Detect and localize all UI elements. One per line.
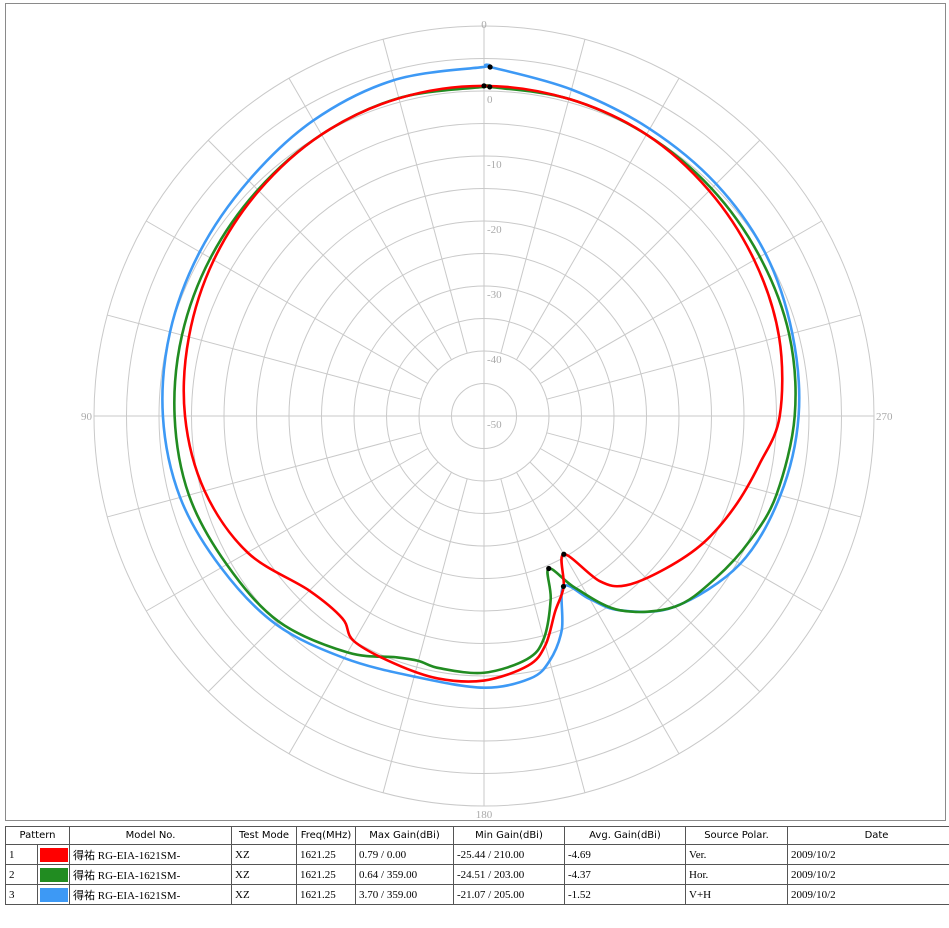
polar-radiation-chart: 0 -10 -20 -30 -40 -50 0 90 180 270 (81, 19, 893, 821)
freq-cell: 1621.25 (296, 884, 357, 905)
radial-tick-label: -50 (487, 419, 502, 431)
grid-spoke (107, 314, 422, 400)
angle-label: 0 (481, 19, 487, 31)
header-freq: Freq(MHz) (296, 826, 357, 845)
source-polar-cell: Ver. (685, 844, 789, 865)
legend-header-row: Pattern Model No. Test Mode Freq(MHz) Ma… (4, 826, 949, 845)
date-cell: 2009/10/2 (787, 884, 949, 905)
grid-spoke (207, 139, 439, 371)
max-marker-blue (487, 64, 493, 70)
pattern-number: 3 (5, 884, 38, 905)
series-line-green (173, 84, 797, 675)
grid-spoke (288, 472, 452, 754)
series-line-red (182, 84, 784, 683)
pattern-number: 1 (5, 844, 38, 865)
header-date: Date (787, 826, 949, 845)
max-marker-green (487, 84, 493, 90)
header-model: Model No. (69, 826, 233, 845)
polar-series (161, 63, 801, 690)
test-mode-cell: XZ (231, 864, 298, 885)
legend-row: 3 得祐 RG-EIA-1621SM- XZ 1621.25 3.70 / 35… (5, 884, 949, 905)
pattern-swatch-cell (36, 884, 71, 905)
pattern-number: 2 (5, 864, 38, 885)
grid-spoke (546, 432, 861, 518)
pattern-swatch-cell (36, 844, 71, 865)
color-swatch (40, 867, 68, 882)
avg-gain-cell: -4.37 (564, 864, 687, 885)
radial-tick-label: 0 (487, 94, 493, 106)
radial-tick-label: -40 (487, 354, 502, 366)
polar-labels: 0 -10 -20 -30 -40 -50 0 90 180 270 (81, 19, 893, 821)
max-gain-cell: 3.70 / 359.00 (355, 884, 455, 905)
avg-gain-cell: -4.69 (564, 844, 687, 865)
source-polar-cell: Hor. (685, 864, 789, 885)
grid-spoke (500, 39, 586, 354)
max-marker-red (481, 83, 487, 89)
header-pattern: Pattern (4, 826, 71, 845)
color-swatch (40, 847, 68, 862)
model-cell: 得祐 RG-EIA-1621SM- (69, 844, 233, 865)
grid-spoke (382, 478, 468, 793)
max-gain-cell: 0.79 / 0.00 (355, 844, 455, 865)
grid-spoke (529, 139, 761, 371)
grid-spoke (540, 448, 822, 612)
model-cell: 得祐 RG-EIA-1621SM- (69, 884, 233, 905)
grid-spoke (288, 78, 452, 360)
date-cell: 2009/10/2 (787, 844, 949, 865)
min-gain-cell: -24.51 / 203.00 (453, 864, 566, 885)
header-source-polar: Source Polar. (685, 826, 789, 845)
freq-cell: 1621.25 (296, 844, 357, 865)
date-cell: 2009/10/2 (787, 864, 949, 885)
min-gain-cell: -21.07 / 205.00 (453, 884, 566, 905)
min-marker-green (546, 565, 552, 572)
freq-cell: 1621.25 (296, 864, 357, 885)
color-swatch (40, 887, 68, 902)
avg-gain-cell: -1.52 (564, 884, 687, 905)
grid-spoke (546, 314, 861, 400)
max-gain-cell: 0.64 / 359.00 (355, 864, 455, 885)
grid-spoke (529, 461, 761, 693)
min-marker-blue (560, 583, 567, 590)
grid-spoke (207, 461, 439, 693)
legend-row: 1 得祐 RG-EIA-1621SM- XZ 1621.25 0.79 / 0.… (5, 844, 949, 865)
radial-tick-label: -30 (487, 289, 502, 301)
header-avg-gain: Avg. Gain(dBi) (564, 826, 687, 845)
angle-label: 270 (876, 411, 893, 423)
test-mode-cell: XZ (231, 884, 298, 905)
angle-label: 90 (81, 411, 93, 423)
min-marker-red (561, 551, 567, 557)
grid-spoke (516, 78, 680, 360)
polar-markers (481, 64, 567, 590)
grid-spoke (540, 220, 822, 384)
grid-spoke (382, 39, 468, 354)
grid-spoke (107, 432, 422, 518)
header-min-gain: Min Gain(dBi) (453, 826, 566, 845)
polar-grid (93, 25, 875, 807)
grid-spoke (146, 220, 428, 384)
radial-tick-label: -20 (487, 224, 502, 236)
header-max-gain: Max Gain(dBi) (355, 826, 455, 845)
series-line-blue (161, 63, 801, 690)
test-mode-cell: XZ (231, 844, 298, 865)
legend-table: Pattern Model No. Test Mode Freq(MHz) Ma… (4, 826, 949, 905)
angle-label: 180 (476, 809, 493, 821)
pattern-swatch-cell (36, 864, 71, 885)
radial-tick-label: -10 (487, 159, 502, 171)
grid-spoke (516, 472, 680, 754)
source-polar-cell: V+H (685, 884, 789, 905)
model-cell: 得祐 RG-EIA-1621SM- (69, 864, 233, 885)
legend-row: 2 得祐 RG-EIA-1621SM- XZ 1621.25 0.64 / 35… (5, 864, 949, 885)
grid-spoke (146, 448, 428, 612)
grid-spoke (500, 478, 586, 793)
header-test-mode: Test Mode (231, 826, 298, 845)
min-gain-cell: -25.44 / 210.00 (453, 844, 566, 865)
